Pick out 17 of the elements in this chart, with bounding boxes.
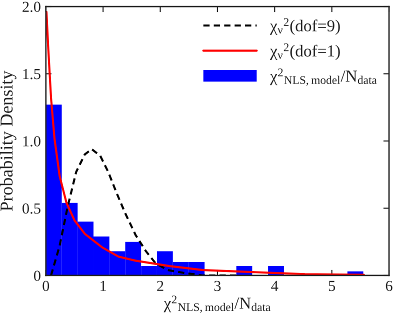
y-tick-label: 1.0 bbox=[23, 136, 40, 147]
x-tick-label: 3 bbox=[214, 280, 221, 292]
legend-label: χ$^{2}$$_{NLS,model}$/N$_{data}$ bbox=[270, 68, 377, 86]
y-tick-label: 0 bbox=[34, 270, 40, 281]
legend-label: χ$_{ν}$$^{2}$(dof=1) bbox=[270, 43, 340, 60]
y-axis-title: Probability Density bbox=[0, 70, 16, 211]
x-tick-label: 1 bbox=[100, 280, 106, 291]
y-tick-label: 2.0 bbox=[22, 2, 40, 12]
x-tick-label: 2 bbox=[157, 280, 164, 291]
y-tick-label: 0.5 bbox=[22, 203, 40, 214]
x-axis-title: χ$^{2}$$_{NLS,model}$/N$_{data}$ bbox=[164, 296, 271, 313]
x-tick-label: 6 bbox=[386, 280, 392, 292]
y-tick-label: 1.5 bbox=[23, 68, 40, 80]
x-tick-label: 5 bbox=[328, 280, 336, 292]
x-tick-label: 4 bbox=[271, 280, 278, 291]
x-tick-label: 0 bbox=[42, 280, 50, 292]
legend-label: χ$_{ν}$$^{2}$(dof=9) bbox=[270, 18, 340, 35]
